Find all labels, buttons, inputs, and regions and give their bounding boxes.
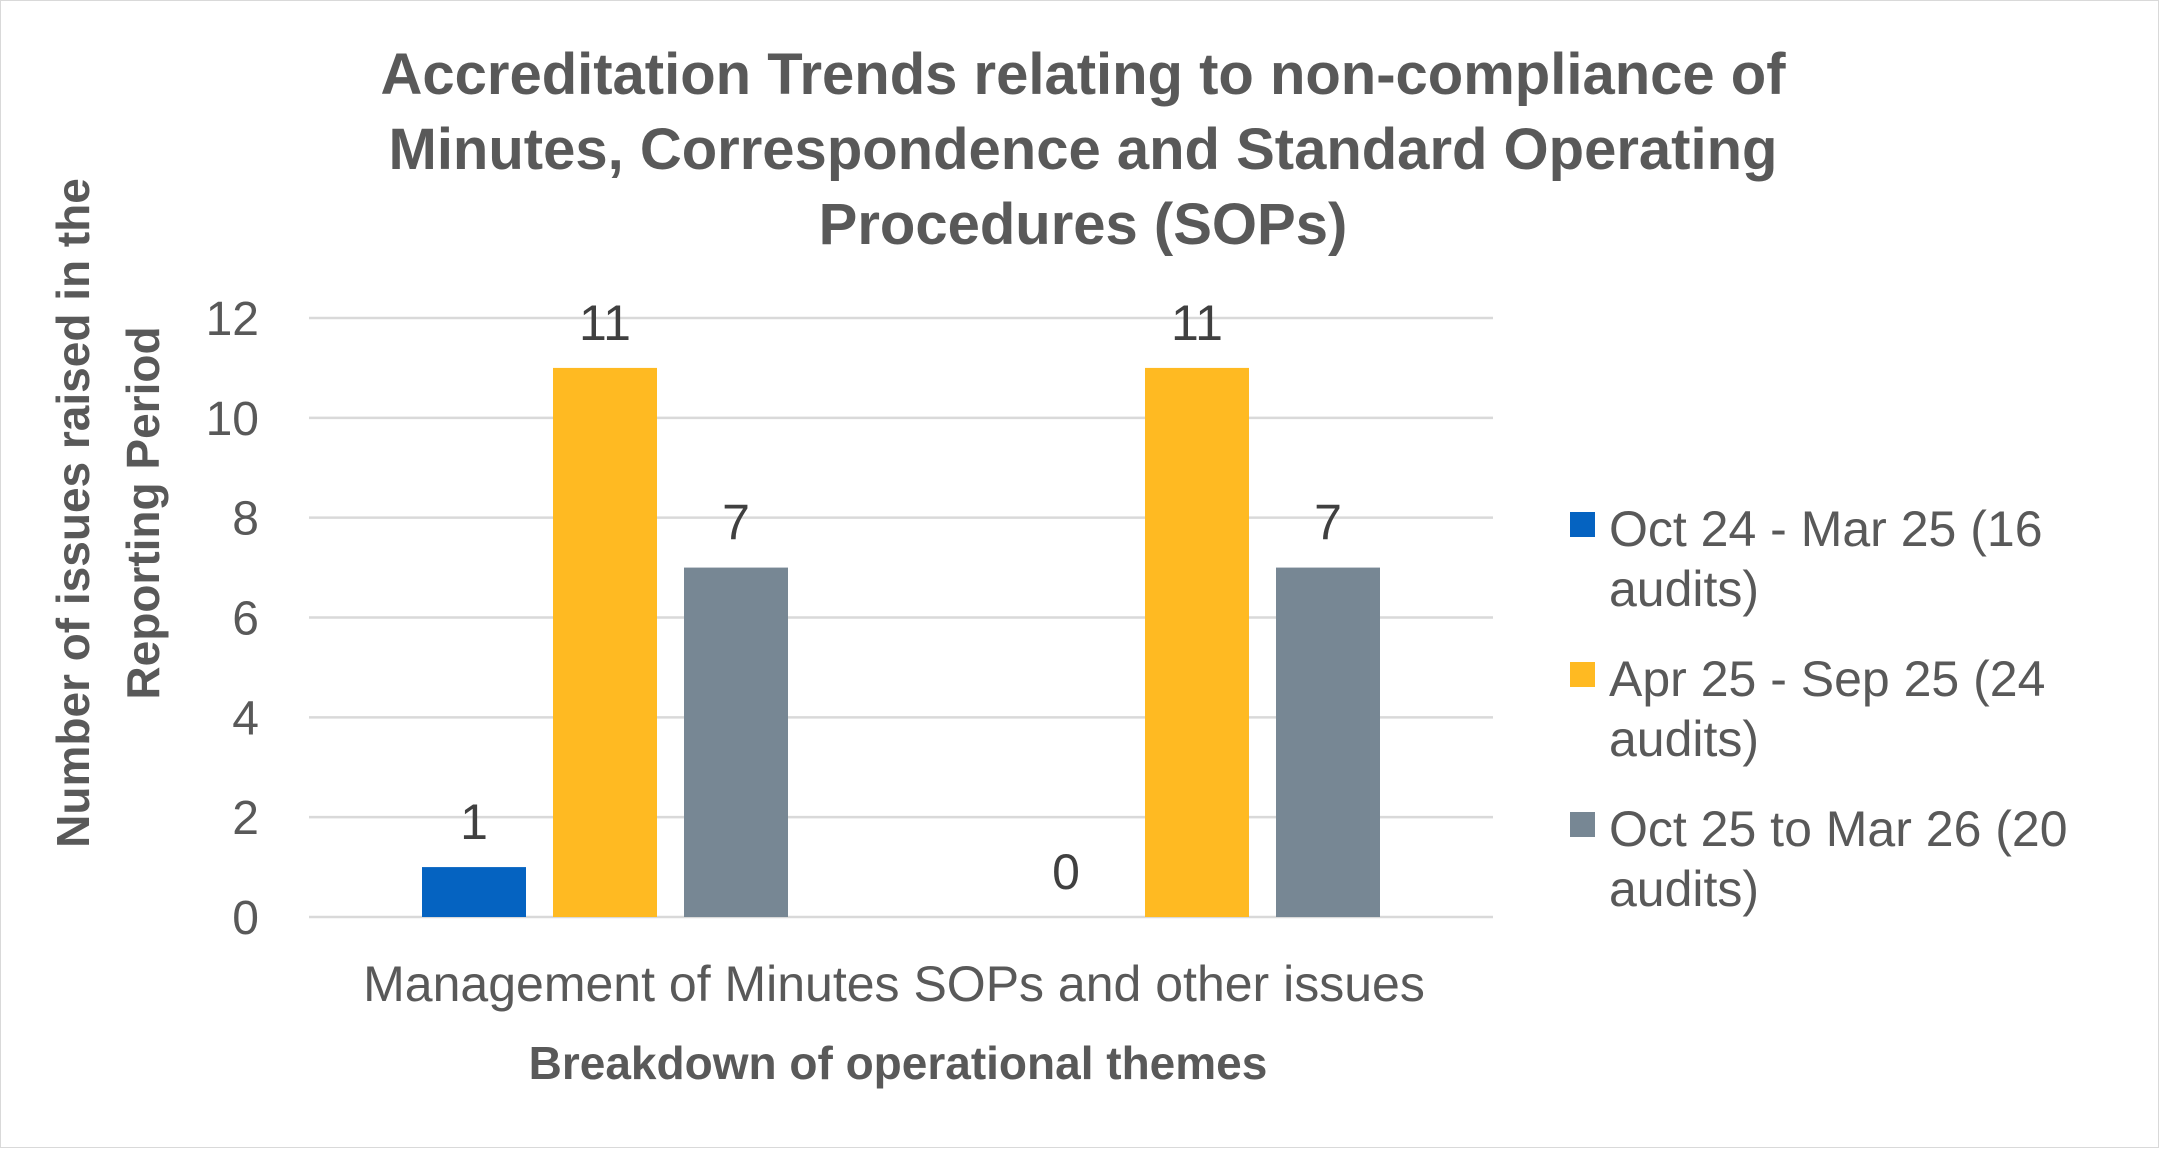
bar [684, 567, 788, 917]
legend-label: audits) [1609, 561, 1759, 617]
y-axis-title-line-2: Reporting Period [117, 326, 169, 699]
legend-label: Apr 25 - Sep 25 (24 [1609, 651, 2045, 707]
y-axis-ticks: 0 2 4 6 8 10 12 [206, 293, 259, 945]
bar [1145, 367, 1249, 918]
legend-label: Oct 25 to Mar 26 (20 [1609, 801, 2068, 857]
chart-title-line-3: Procedures (SOPs) [819, 192, 1348, 257]
y-tick-label: 12 [206, 293, 259, 346]
legend-swatch [1570, 812, 1595, 837]
legend-swatch [1570, 512, 1595, 537]
data-label: 7 [1314, 495, 1342, 551]
legend-swatch [1570, 662, 1595, 687]
legend-label: audits) [1609, 711, 1759, 767]
y-tick-label: 0 [232, 892, 259, 945]
data-label: 1 [460, 794, 488, 850]
bars [422, 367, 1380, 918]
chart-title-line-1: Accreditation Trends relating to non-com… [380, 42, 1786, 107]
gridlines [309, 316, 1493, 919]
data-label: 11 [579, 295, 631, 351]
bar [553, 367, 657, 918]
bar [1276, 567, 1380, 917]
y-tick-label: 8 [232, 493, 259, 546]
x-category-label: Management of Minutes SOPs and other iss… [363, 956, 1425, 1012]
legend-label: audits) [1609, 861, 1759, 917]
y-tick-label: 10 [206, 393, 259, 446]
y-tick-label: 6 [232, 593, 259, 646]
x-axis-title: Breakdown of operational themes [529, 1037, 1268, 1089]
data-label: 7 [722, 495, 750, 551]
y-tick-label: 2 [232, 792, 259, 845]
chart-title: Accreditation Trends relating to non-com… [380, 42, 1786, 257]
legend-label: Oct 24 - Mar 25 (16 [1609, 501, 2043, 557]
data-label: 0 [1052, 844, 1080, 900]
y-axis-title-line-1: Number of issues raised in the [47, 178, 99, 848]
y-tick-label: 4 [232, 692, 259, 745]
bar [422, 867, 526, 917]
data-label: 11 [1171, 295, 1223, 351]
chart-title-line-2: Minutes, Correspondence and Standard Ope… [389, 117, 1778, 182]
y-axis-title: Number of issues raised in the Reporting… [47, 178, 169, 848]
